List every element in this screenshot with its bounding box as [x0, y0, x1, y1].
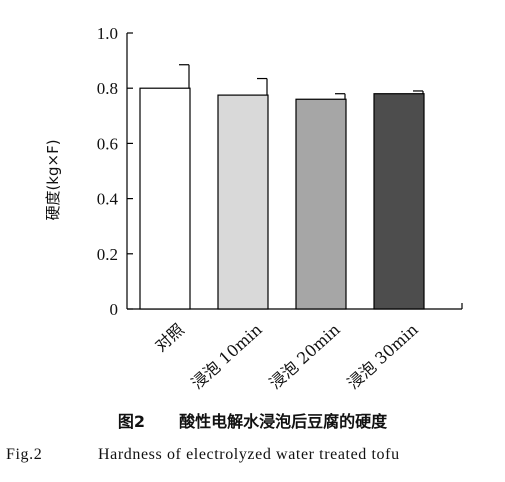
y-tick-label: 0.8	[97, 79, 118, 98]
y-tick-label: 0.2	[97, 245, 118, 264]
caption-cn-title: 酸性电解水浸泡后豆腐的硬度	[179, 412, 388, 431]
x-tick-label: 浸泡 30min	[344, 320, 422, 393]
caption-en-number: Fig.2	[6, 446, 43, 463]
bar	[139, 87, 191, 310]
y-tick-label: 0	[110, 300, 119, 319]
x-tick-label: 浸泡 10min	[188, 320, 266, 393]
caption-english: Fig.2 Hardness of electrolyzed water trea…	[6, 446, 501, 464]
x-tick-label: 对照	[151, 320, 188, 356]
y-tick-label: 0.6	[97, 134, 118, 153]
bar	[295, 98, 347, 310]
caption-en-title: Hardness of electrolyzed water treated t…	[98, 446, 400, 463]
caption-cn-number: 图2	[117, 412, 146, 431]
caption-chinese: 图2 酸性电解水浸泡后豆腐的硬度	[0, 408, 505, 432]
bar-chart: 0 0.2 0.4 0.6 0.8 1.0 硬度(kg×F) 对照 浸泡 10min 浸泡 20m…	[44, 24, 463, 393]
bar	[373, 93, 425, 310]
y-tick-label: 0.4	[97, 190, 119, 209]
y-tick-label: 1.0	[97, 24, 118, 43]
bar	[217, 94, 269, 310]
y-axis-label: 硬度(kg×F)	[44, 139, 62, 220]
x-tick-label: 浸泡 20min	[266, 320, 344, 393]
